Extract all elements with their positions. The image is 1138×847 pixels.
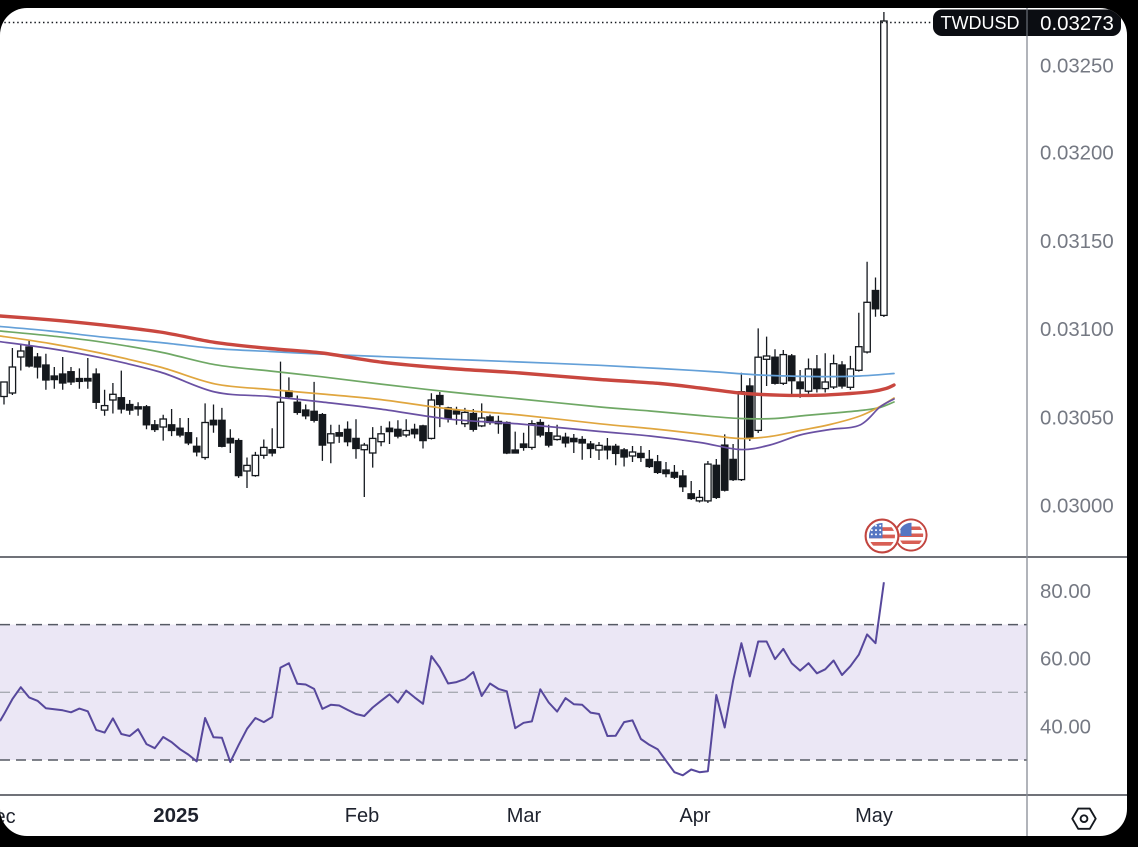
svg-text:0.03150: 0.03150: [1040, 231, 1114, 253]
svg-text:0.03200: 0.03200: [1040, 142, 1114, 164]
svg-text:40.00: 40.00: [1040, 717, 1091, 739]
svg-text:0.03000: 0.03000: [1040, 495, 1114, 517]
svg-text:0.03100: 0.03100: [1040, 319, 1114, 341]
svg-text:2025: 2025: [153, 804, 199, 827]
svg-text:Apr: Apr: [679, 805, 710, 827]
svg-text:Feb: Feb: [345, 805, 379, 827]
svg-text:0.03250: 0.03250: [1040, 55, 1114, 77]
svg-text:TWDUSD: TWDUSD: [941, 13, 1020, 33]
svg-text:Mar: Mar: [507, 805, 542, 827]
svg-text:Dec: Dec: [0, 806, 16, 828]
svg-text:60.00: 60.00: [1040, 649, 1091, 671]
svg-text:0.03273: 0.03273: [1040, 13, 1114, 35]
svg-text:80.00: 80.00: [1040, 581, 1091, 603]
svg-text:0.03050: 0.03050: [1040, 407, 1114, 429]
svg-text:May: May: [855, 805, 893, 827]
